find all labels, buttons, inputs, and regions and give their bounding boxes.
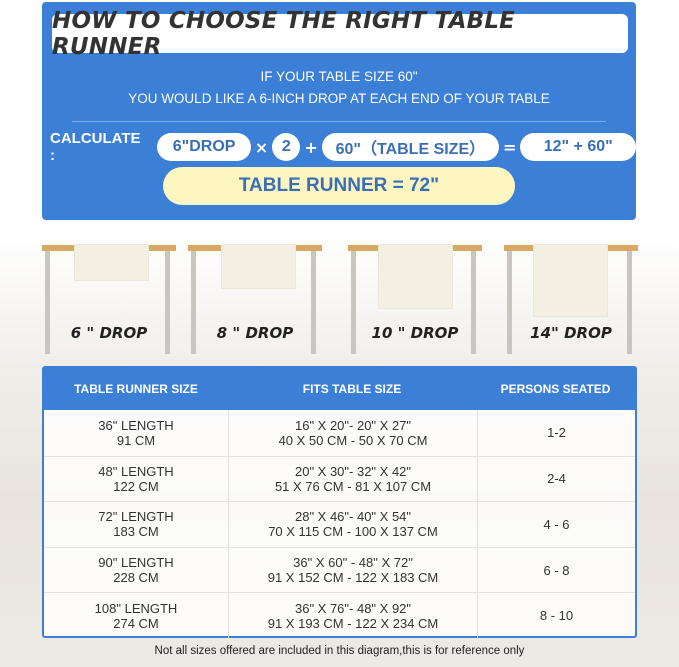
fits-size-in: 36" X 76"- 48" X 92" bbox=[294, 600, 412, 616]
table-leg bbox=[191, 251, 196, 354]
fits-size-cm: 51 X 76 CM - 81 X 107 CM bbox=[274, 478, 432, 494]
fits-size-in: 16" X 20"- 20" X 27" bbox=[294, 417, 412, 433]
persons-seated: 1-2 bbox=[547, 425, 566, 441]
table-header: TABLE RUNNER SIZE FITS TABLE SIZE PERSON… bbox=[44, 368, 635, 410]
runner-size-cell: 108" LENGTH 274 CM bbox=[44, 593, 228, 638]
drop-illustration: 8 " DROP bbox=[188, 244, 322, 354]
drop-label: 10 " DROP bbox=[371, 324, 459, 342]
persons-seated: 2-4 bbox=[547, 471, 566, 487]
table-leg bbox=[45, 251, 50, 354]
runner-drop bbox=[533, 244, 608, 317]
table-leg bbox=[507, 251, 512, 354]
runner-size-cell: 48" LENGTH 122 CM bbox=[44, 457, 228, 502]
table-row: 72" LENGTH 183 CM 28" X 46"- 40" X 54" 70 X… bbox=[44, 501, 635, 547]
calculation-panel: HOW TO CHOOSE THE RIGHT TABLE RUNNER IF … bbox=[42, 2, 636, 220]
multiplier-pill: 2 bbox=[272, 133, 301, 161]
table-row: 48" LENGTH 122 CM 20" X 30"- 32" X 42" 51 X… bbox=[44, 455, 635, 502]
drop-label: 8 " DROP bbox=[216, 324, 294, 342]
table-leg bbox=[627, 251, 632, 354]
persons-seated: 6 - 8 bbox=[543, 562, 570, 578]
size-table: TABLE RUNNER SIZE FITS TABLE SIZE PERSON… bbox=[42, 366, 637, 638]
persons-seated-cell: 6 - 8 bbox=[477, 547, 635, 593]
calculation-row: CALCULATE : 6"DROP × 2 + 60"（TABLE SIZE）… bbox=[50, 130, 636, 164]
drop-illustration: 10 " DROP bbox=[348, 244, 482, 354]
runner-length-in: 90" LENGTH bbox=[98, 555, 174, 571]
fits-size-cm: 91 X 193 CM - 122 X 234 CM bbox=[267, 615, 439, 631]
times-sign: × bbox=[254, 137, 269, 157]
persons-seated-cell: 4 - 6 bbox=[477, 502, 635, 547]
runner-drop bbox=[221, 244, 296, 289]
result-pill: TABLE RUNNER = 72" bbox=[163, 167, 515, 205]
page-title: HOW TO CHOOSE THE RIGHT TABLE RUNNER bbox=[52, 7, 516, 60]
table-size-pill: 60"（TABLE SIZE） bbox=[321, 133, 500, 161]
runner-length-cm: 228 CM bbox=[113, 570, 159, 586]
persons-seated-cell: 8 - 10 bbox=[477, 593, 635, 638]
table-leg bbox=[165, 251, 170, 354]
runner-length-in: 108" LENGTH bbox=[94, 600, 178, 616]
runner-drop bbox=[378, 244, 453, 309]
intro-line-1: IF YOUR TABLE SIZE 60" bbox=[260, 69, 418, 84]
title-box: HOW TO CHOOSE THE RIGHT TABLE RUNNER bbox=[52, 8, 628, 60]
drop-illustration: 14" DROP bbox=[504, 244, 638, 354]
drop-label: 6 " DROP bbox=[70, 324, 148, 342]
fits-size-cm: 70 X 115 CM - 100 X 137 CM bbox=[268, 524, 438, 540]
fits-size-in: 28" X 46"- 40" X 54" bbox=[294, 509, 412, 525]
drop-pill: 6"DROP bbox=[157, 133, 251, 161]
persons-seated-cell: 2-4 bbox=[477, 456, 635, 502]
table-leg bbox=[471, 251, 476, 354]
fits-table-cell: 20" X 30"- 32" X 42" 51 X 76 CM - 81 X 10… bbox=[228, 456, 477, 502]
persons-seated-cell: 1-2 bbox=[477, 410, 635, 456]
fits-size-cm: 40 X 50 CM - 50 X 70 CM bbox=[278, 432, 428, 448]
intro-line-2: YOU WOULD LIKE A 6-INCH DROP AT EACH END… bbox=[128, 91, 550, 106]
sum-pill: 12" + 60" bbox=[520, 133, 636, 161]
runner-drop bbox=[74, 244, 149, 281]
runner-length-cm: 274 CM bbox=[113, 615, 159, 631]
runner-length-cm: 183 CM bbox=[113, 524, 159, 540]
runner-size-cell: 36" LENGTH 91 CM bbox=[44, 410, 228, 456]
table-leg bbox=[351, 251, 356, 354]
runner-length-in: 48" LENGTH bbox=[98, 463, 174, 479]
drop-illustration: 6 " DROP bbox=[42, 244, 176, 354]
runner-length-in: 36" LENGTH bbox=[98, 417, 174, 433]
persons-seated: 4 - 6 bbox=[543, 516, 570, 532]
runner-size-cell: 72" LENGTH 183 CM bbox=[44, 502, 228, 547]
runner-length-in: 72" LENGTH bbox=[98, 509, 174, 525]
fits-size-in: 36" X 60" - 48" X 72" bbox=[293, 555, 413, 571]
header-fits-table-size: FITS TABLE SIZE bbox=[302, 382, 402, 396]
table-body: 36" LENGTH 91 CM 16" X 20"- 20" X 27" 40 X … bbox=[44, 410, 635, 638]
footnote: Not all sizes offered are included in th… bbox=[154, 645, 525, 657]
persons-seated: 8 - 10 bbox=[539, 608, 574, 624]
fits-table-cell: 36" X 60" - 48" X 72" 91 X 152 CM - 122 X… bbox=[228, 547, 477, 593]
fits-table-cell: 36" X 76"- 48" X 92" 91 X 193 CM - 122 X … bbox=[228, 593, 477, 638]
table-row: 108" LENGTH 274 CM 36" X 76"- 48" X 92" 91 … bbox=[44, 592, 635, 638]
table-row: 36" LENGTH 91 CM 16" X 20"- 20" X 27" 40 X … bbox=[44, 410, 635, 456]
header-runner-size: TABLE RUNNER SIZE bbox=[74, 382, 198, 396]
table-leg bbox=[311, 251, 316, 354]
drop-label: 14" DROP bbox=[530, 324, 612, 342]
header-persons-seated: PERSONS SEATED bbox=[500, 382, 611, 396]
table-row: 90" LENGTH 228 CM 36" X 60" - 48" X 72" 91 … bbox=[44, 546, 635, 593]
plus-sign: + bbox=[304, 137, 318, 157]
runner-length-cm: 91 CM bbox=[116, 432, 156, 448]
equals-sign: = bbox=[503, 137, 517, 157]
runner-length-cm: 122 CM bbox=[113, 478, 159, 494]
runner-size-cell: 90" LENGTH 228 CM bbox=[44, 548, 228, 593]
fits-size-in: 20" X 30"- 32" X 42" bbox=[294, 463, 412, 479]
fits-table-cell: 16" X 20"- 20" X 27" 40 X 50 CM - 50 X 70… bbox=[228, 410, 477, 456]
divider bbox=[72, 121, 606, 122]
fits-table-cell: 28" X 46"- 40" X 54" 70 X 115 CM - 100 X … bbox=[228, 502, 477, 547]
calculate-label: CALCULATE : bbox=[50, 130, 141, 164]
fits-size-cm: 91 X 152 CM - 122 X 183 CM bbox=[267, 570, 439, 586]
